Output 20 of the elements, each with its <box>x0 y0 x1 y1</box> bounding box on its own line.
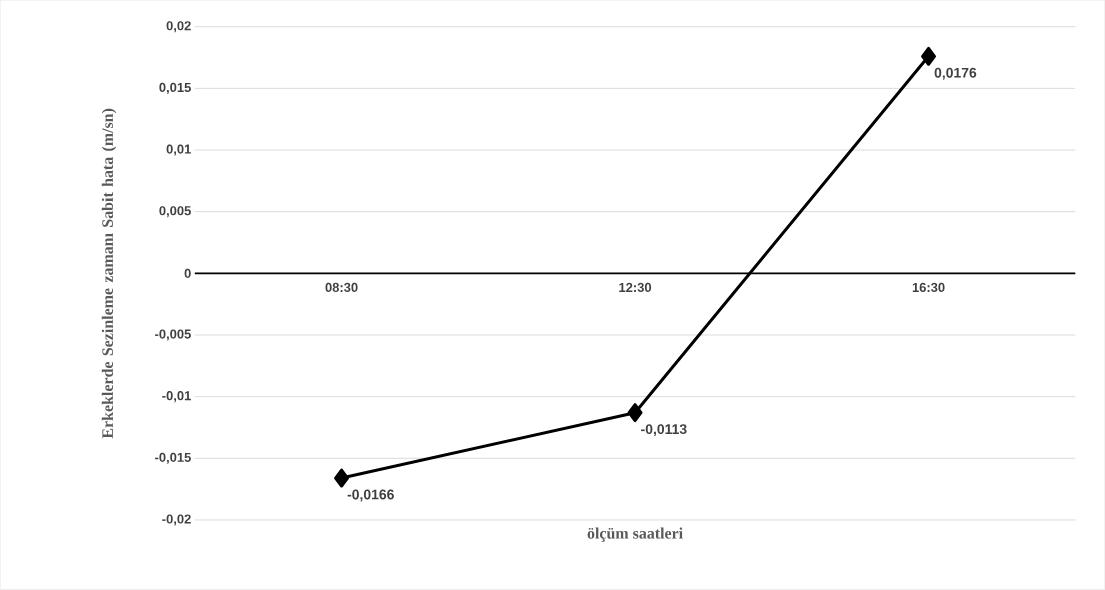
y-tick-label: -0,01 <box>162 391 191 403</box>
y-tick-label: 0 <box>184 268 191 279</box>
x-tick-label: 08:30 <box>325 282 358 293</box>
y-tick-label: -0,015 <box>155 452 191 464</box>
y-axis-title: Erkeklerde Sezinleme zamanı Sabit hata (m/sn) <box>101 108 117 439</box>
data-label: -0,0166 <box>347 489 394 502</box>
point <box>334 468 350 488</box>
y-tick-label: -0,005 <box>155 329 191 341</box>
x-tick-label: 12:30 <box>619 282 652 293</box>
x-axis-title: ölçüm saatleri <box>587 527 683 542</box>
point <box>921 46 937 66</box>
y-tick-label: -0,02 <box>162 514 191 526</box>
x-tick-label: 16:30 <box>912 282 945 293</box>
y-tick-label: 0,015 <box>159 82 191 95</box>
y-tick-label: 0,005 <box>159 206 191 218</box>
data-label: 0,0176 <box>934 67 977 80</box>
point <box>627 403 643 423</box>
y-tick-label: 0,02 <box>166 21 191 33</box>
data-label: -0,0113 <box>641 424 687 437</box>
y-tick-label: 0,01 <box>166 144 191 156</box>
